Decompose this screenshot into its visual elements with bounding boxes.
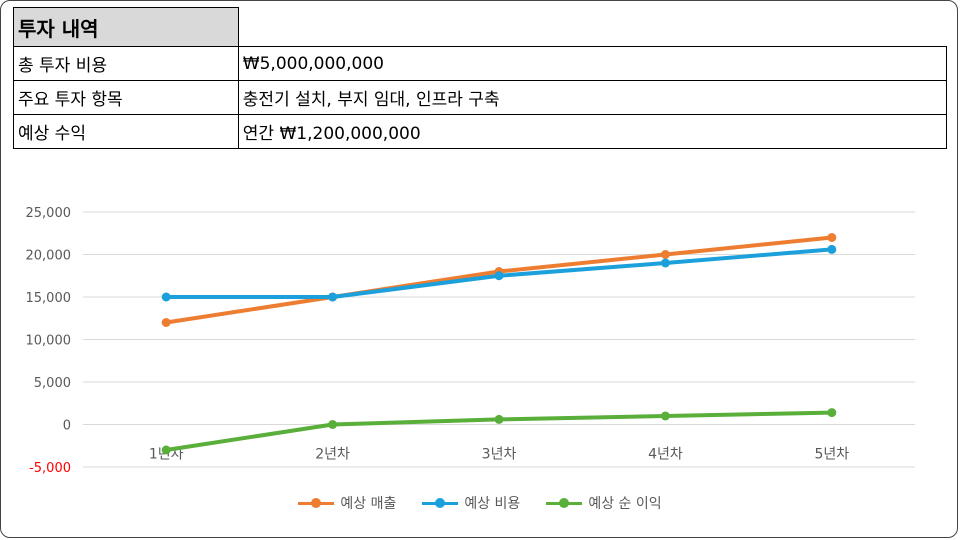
data-point [328,292,338,302]
data-point [660,250,670,259]
investment-table: 투자 내역 총 투자 비용 ₩5,000,000,000 주요 투자 항목 충전… [13,7,948,149]
row-value: 연간 ₩1,200,000,000 [237,114,948,149]
legend-label: 예상 비용 [464,496,521,512]
table-row: 총 투자 비용 ₩5,000,000,000 [13,46,948,81]
data-point [660,411,670,421]
empty-cell [237,7,947,47]
legend-label: 예상 매출 [340,496,397,512]
data-point [161,318,171,327]
table-row: 주요 투자 항목 충전기 설치, 부지 임대, 인프라 구축 [13,80,948,115]
row-label: 주요 투자 항목 [13,80,239,115]
row-value: 충전기 설치, 부지 임대, 인프라 구축 [237,80,948,115]
row-value: ₩5,000,000,000 [237,46,948,81]
data-point [827,408,837,418]
legend-swatch-sales [298,497,335,509]
y-tick-label: 15,000 [26,291,72,306]
legend-item: 예상 순 이익 [546,493,662,513]
legend-item: 예상 매출 [298,493,396,513]
x-tick-label: 5년차 [814,447,849,463]
data-point [328,420,338,429]
chart-legend: 예상 매출 예상 비용 예상 순 이익 [1,493,957,513]
x-tick-label: 3년차 [482,447,517,463]
row-label: 예상 수익 [13,114,239,149]
data-point [827,233,837,242]
data-point [827,244,837,254]
table-title: 투자 내역 [13,7,239,47]
table-title-row: 투자 내역 [13,7,947,47]
y-tick-label: 20,000 [26,249,72,264]
data-point [494,414,504,424]
y-tick-label: 5,000 [34,376,71,391]
y-tick-label: 25,000 [26,206,72,221]
legend-swatch-profit [546,497,583,509]
data-point [161,292,171,302]
data-point [161,445,171,455]
y-tick-label: 10,000 [26,334,72,349]
data-point [494,271,504,281]
legend-swatch-cost [422,497,459,509]
table-row: 예상 수익 연간 ₩1,200,000,000 [13,114,948,149]
y-tick-label: -5,000 [29,461,71,476]
y-tick-label: 0 [63,419,71,434]
legend-item: 예상 비용 [422,493,520,513]
x-tick-label: 2년차 [315,447,350,463]
x-tick-label: 4년차 [648,447,683,463]
row-label: 총 투자 비용 [13,46,239,81]
legend-label: 예상 순 이익 [588,496,662,512]
data-point [660,258,670,268]
